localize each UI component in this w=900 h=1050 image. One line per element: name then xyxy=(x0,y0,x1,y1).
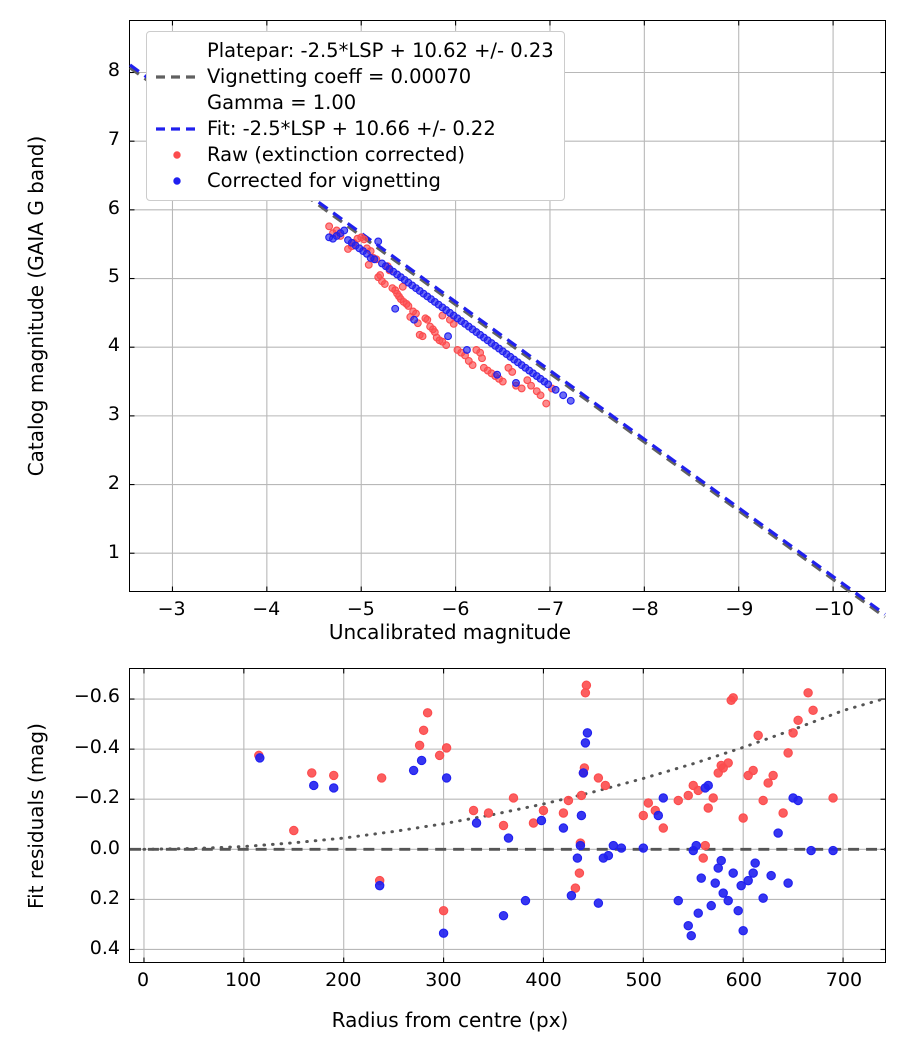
x-tick-label: −5 xyxy=(346,598,375,620)
x-tick-label: 500 xyxy=(625,969,662,991)
fit-residuals-canvas xyxy=(130,669,885,962)
y-tick-label: 4 xyxy=(107,334,120,357)
x-tick-label: −4 xyxy=(252,598,281,620)
legend-label-platepar: Platepar: -2.5*LSP + 10.62 +/- 0.23 xyxy=(207,39,554,62)
legend-label-fit: Fit: -2.5*LSP + 10.66 +/- 0.22 xyxy=(207,117,496,140)
y-tick-label: −0.4 xyxy=(73,735,120,758)
legend-label-corrected: Corrected for vignetting xyxy=(207,169,441,192)
scatter-series xyxy=(325,222,556,408)
legend-item: Platepar: -2.5*LSP + 10.62 +/- 0.23 xyxy=(155,38,554,64)
x-tick-label: 600 xyxy=(725,969,762,991)
y-tick-label: 3 xyxy=(107,403,120,426)
legend-item: Gamma = 1.00 xyxy=(155,90,554,116)
legend-item: Raw (extinction corrected) xyxy=(155,142,554,168)
y-tick-label: 1 xyxy=(107,541,120,564)
x-tick-label: −6 xyxy=(441,598,470,620)
x-tick-label: −8 xyxy=(630,598,659,620)
y-tick-label: 8 xyxy=(107,58,120,81)
legend-item: Corrected for vignetting xyxy=(155,168,554,194)
photometric-calibration-canvas xyxy=(129,21,886,619)
legend-label-gamma: Gamma = 1.00 xyxy=(207,91,357,114)
scatter-series xyxy=(255,728,838,941)
y-tick-label: 2 xyxy=(107,472,120,495)
legend-label-vignetting-coeff: Vignetting coeff = 0.00070 xyxy=(207,65,472,88)
x-tick-label: 300 xyxy=(425,969,462,991)
x-tick-label: 0 xyxy=(136,969,150,991)
y-axis-label-top: Catalog magnitude (GAIA G band) xyxy=(24,0,48,477)
legend: Platepar: -2.5*LSP + 10.62 +/- 0.23 Vign… xyxy=(146,31,565,201)
x-tick-label: 100 xyxy=(225,969,262,991)
y-tick-label: 0.0 xyxy=(89,836,120,859)
x-tick-label: 200 xyxy=(325,969,362,991)
red-dot-marker-icon xyxy=(155,145,199,165)
y-tick-label: 0.4 xyxy=(89,937,120,960)
x-tick-label: −9 xyxy=(725,598,754,620)
gray-dashed-line-icon xyxy=(155,67,199,87)
y-tick-label: 0.2 xyxy=(89,886,120,909)
y-tick-label: −0.6 xyxy=(73,685,120,708)
y-axis-label-top-text: Catalog magnitude (GAIA G band) xyxy=(24,135,48,477)
vignetting-model-curve xyxy=(142,697,885,851)
fit-residuals-plot xyxy=(129,668,886,963)
legend-label-raw: Raw (extinction corrected) xyxy=(207,143,465,166)
y-tick-label: 5 xyxy=(107,265,120,288)
blue-dot-marker-icon xyxy=(155,171,199,191)
x-axis-label-top: Uncalibrated magnitude xyxy=(328,620,572,644)
legend-key-blank xyxy=(155,93,199,113)
blue-dashed-line-icon xyxy=(155,119,199,139)
x-tick-label: −3 xyxy=(157,598,186,620)
y-tick-label: 7 xyxy=(107,127,120,150)
legend-item: Fit: -2.5*LSP + 10.66 +/- 0.22 xyxy=(155,116,554,142)
y-tick-label: 6 xyxy=(107,196,120,219)
photometric-calibration-plot: Platepar: -2.5*LSP + 10.62 +/- 0.23 Vign… xyxy=(129,20,886,619)
scatter-series xyxy=(325,226,575,405)
x-tick-label: 700 xyxy=(825,969,863,991)
y-axis-label-bottom-text: Fit residuals (mag) xyxy=(24,722,48,909)
legend-item: Vignetting coeff = 0.00070 xyxy=(155,64,554,90)
y-axis-label-bottom: Fit residuals (mag) xyxy=(24,630,48,909)
x-tick-label: −7 xyxy=(536,598,565,620)
x-axis-label-bottom: Radius from centre (px) xyxy=(331,1008,569,1032)
Fit: -2.5*LSP + 10.66 +/- 0.22 xyxy=(129,63,886,616)
x-tick-label: 400 xyxy=(525,969,562,991)
Platepar: -2.5*LSP + 10.62 +/- 0.23 xyxy=(129,66,886,619)
y-tick-label: −0.2 xyxy=(73,786,120,809)
legend-key-blank xyxy=(155,41,199,61)
scatter-series xyxy=(254,680,838,916)
